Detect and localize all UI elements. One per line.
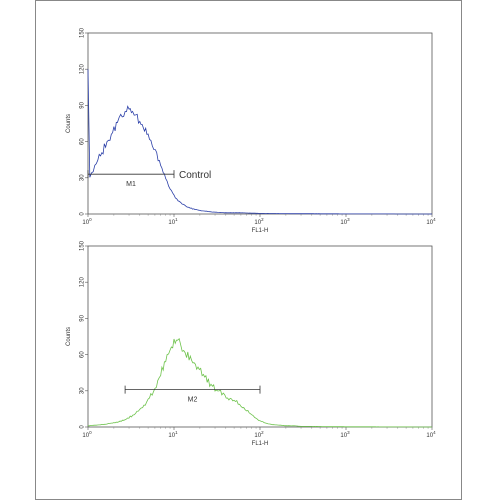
- y-tick-label: 150: [80, 27, 86, 38]
- y-tick-label: 90: [80, 314, 86, 321]
- gate-label: M2: [188, 397, 198, 404]
- x-tick-label: 102: [254, 430, 264, 439]
- y-tick-label: 30: [80, 174, 86, 181]
- plot-frame: [87, 245, 433, 428]
- x-tick-label: 101: [168, 430, 178, 439]
- y-tick-label: 0: [80, 212, 86, 216]
- y-tick-label: 0: [80, 425, 86, 429]
- y-tick-label: 120: [80, 64, 86, 75]
- y-axis-label: Counts: [66, 327, 72, 346]
- histogram-line: [88, 337, 432, 428]
- y-tick-label: 60: [80, 351, 86, 358]
- x-tick-label: 104: [426, 430, 436, 439]
- x-tick-label: 103: [340, 217, 350, 226]
- y-axis-label: Counts: [66, 114, 72, 133]
- x-tick-label: 102: [254, 217, 264, 226]
- series-name-label: Control: [179, 170, 211, 181]
- histogram-line-control: [87, 69, 432, 215]
- y-tick-label: 30: [80, 387, 86, 394]
- x-tick-label: 104: [426, 217, 436, 226]
- x-axis-label: FL1-H: [252, 228, 269, 234]
- y-tick-label: 90: [80, 101, 86, 108]
- x-tick-label: 101: [168, 217, 178, 226]
- gate-label: M1: [126, 181, 136, 188]
- plot-frame: [87, 32, 433, 215]
- histogram-panel-2: 0 30 60 90 120 150 100 101 102 103 104 FL1-H Counts M…: [66, 240, 436, 447]
- y-tick-label: 60: [80, 138, 86, 145]
- y-tick-label: 150: [80, 240, 86, 251]
- x-tick-label: 100: [82, 430, 92, 439]
- x-tick-label: 103: [340, 430, 350, 439]
- x-axis-label: FL1-H: [252, 441, 269, 447]
- y-tick-label: 120: [80, 277, 86, 288]
- x-tick-label: 100: [82, 217, 92, 226]
- histogram-panel-1: 0 30 60 90 120 150 100 101 102 103 104 FL1-H Counts C…: [66, 27, 436, 234]
